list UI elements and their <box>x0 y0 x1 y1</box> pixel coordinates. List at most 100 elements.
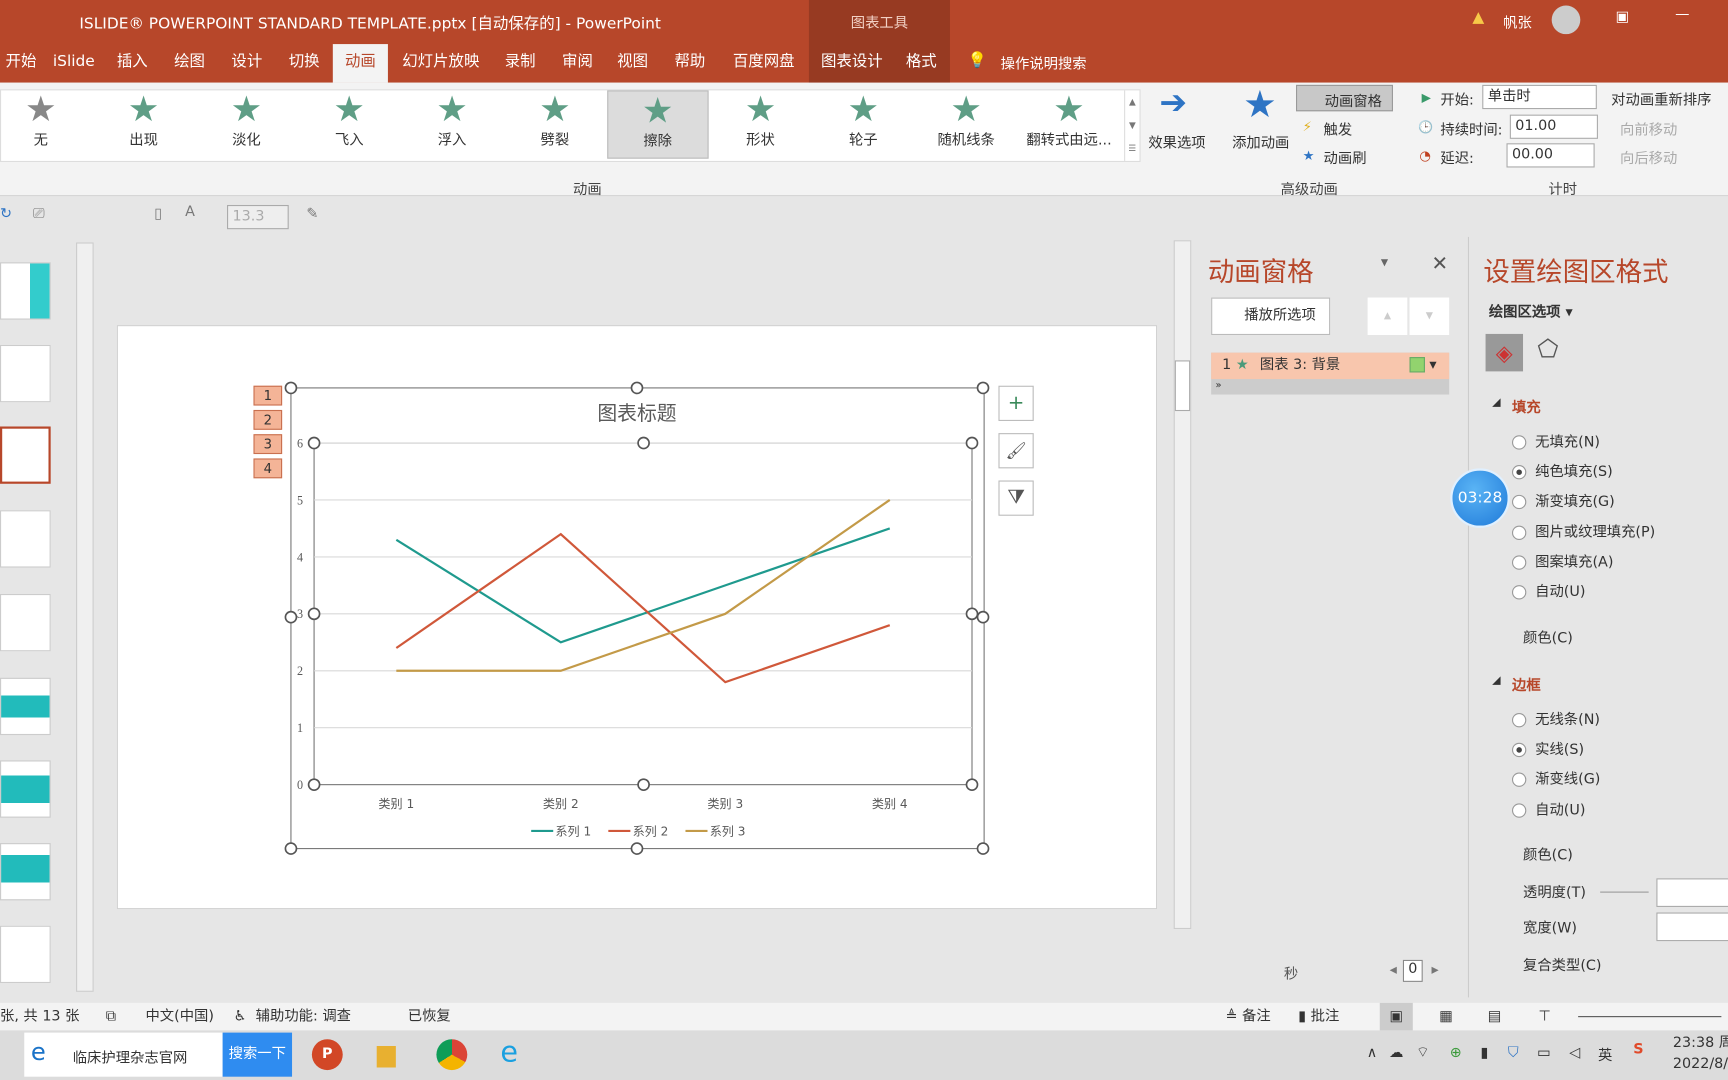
effects-tab-icon[interactable]: ⬠ <box>1537 336 1559 364</box>
animation-option[interactable]: ★ 擦除 <box>607 90 709 159</box>
cloud-icon[interactable]: ☁ <box>1389 1044 1404 1062</box>
options-dropdown[interactable]: 绘图区选项 ▾ <box>1488 304 1573 321</box>
powerpoint-icon[interactable]: P <box>311 1039 343 1071</box>
animation-pane-button[interactable]: 动画窗格 <box>1295 84 1393 112</box>
width-input[interactable] <box>1656 912 1728 942</box>
slide-thumb[interactable] <box>0 262 51 320</box>
animation-option[interactable]: ★ 劈裂 <box>504 90 605 158</box>
tab-2[interactable]: 插入 <box>116 52 148 71</box>
security-app-icon[interactable]: ⊕ <box>1449 1044 1462 1062</box>
radio-button[interactable] <box>1511 772 1527 788</box>
fill-line-tab-icon[interactable]: ◈ <box>1485 333 1524 372</box>
warning-icon[interactable]: ▲ <box>1472 8 1485 27</box>
sogou-icon[interactable]: S <box>1633 1041 1644 1058</box>
move-later-button[interactable]: 向后移动 <box>1619 150 1678 168</box>
tab-5[interactable]: 切换 <box>288 52 320 71</box>
slide-thumb-active[interactable] <box>0 426 51 484</box>
ribbon-display-icon[interactable]: ▣ <box>1615 8 1630 26</box>
chart-filter-icon[interactable]: ⧩ <box>998 480 1034 516</box>
tab-3[interactable]: 绘图 <box>174 52 205 71</box>
radio-button[interactable] <box>1511 555 1527 570</box>
trigger-button[interactable]: 触发 <box>1323 122 1353 139</box>
item-dropdown-icon[interactable]: ▾ <box>1429 357 1437 374</box>
eyedropper-icon[interactable]: ✎ <box>306 206 319 223</box>
slide-thumb[interactable] <box>0 925 51 984</box>
slide-thumb[interactable] <box>0 510 51 568</box>
user-name[interactable]: 帆张 <box>1503 15 1532 32</box>
comments-button[interactable]: ▮ 批注 <box>1298 1008 1340 1025</box>
search-button[interactable]: 搜索一下 <box>222 1032 293 1077</box>
timer-widget[interactable]: 03:28 <box>1450 468 1510 528</box>
tab-0[interactable]: 开始 <box>5 52 37 71</box>
radio-option[interactable]: 实线(S) <box>1511 741 1584 760</box>
animation-option[interactable]: ★ 飞入 <box>299 90 400 158</box>
zoom-slider[interactable] <box>1578 1016 1722 1018</box>
tab-8[interactable]: 录制 <box>504 52 536 71</box>
chart-elements-button[interactable]: + <box>998 385 1034 421</box>
spell-icon[interactable]: ⧉ <box>105 1008 117 1025</box>
radio-option[interactable]: 自动(U) <box>1511 583 1585 602</box>
slideshow-view-icon[interactable]: ⊤ <box>1538 1008 1551 1025</box>
animation-option[interactable]: ★ 无 <box>0 90 91 158</box>
clock-date[interactable]: 2022/8/ <box>1672 1055 1728 1073</box>
pane-options-icon[interactable]: ▾ <box>1380 254 1389 272</box>
radio-button[interactable] <box>1511 802 1527 818</box>
language[interactable]: 中文(中国) <box>145 1008 214 1025</box>
transparency-input[interactable] <box>1656 878 1728 907</box>
normal-view-icon[interactable]: ▣ <box>1379 1002 1413 1031</box>
notes-button[interactable]: ≜ 备注 <box>1225 1008 1271 1025</box>
tab-6[interactable]: 动画 <box>332 44 388 83</box>
tab-10[interactable]: 视图 <box>617 52 648 71</box>
ime-indicator[interactable]: 英 <box>1597 1048 1613 1065</box>
radio-option[interactable]: 渐变线(G) <box>1511 771 1600 790</box>
avatar[interactable] <box>1551 5 1581 35</box>
animation-tag[interactable]: 3 <box>253 434 283 455</box>
canvas-scrollbar[interactable] <box>1173 240 1192 930</box>
slide-thumb[interactable] <box>0 344 51 403</box>
fill-section[interactable]: 填充 <box>1511 400 1541 417</box>
battery-icon[interactable]: ▭ <box>1537 1044 1551 1062</box>
transparency-slider[interactable] <box>1600 891 1649 893</box>
show-hidden-icons[interactable]: ∧ <box>1366 1044 1378 1062</box>
animation-option[interactable]: ★ 淡化 <box>196 90 297 158</box>
reading-view-icon[interactable]: ▤ <box>1487 1008 1502 1025</box>
redo-icon[interactable]: ↻ <box>0 206 13 223</box>
animation-option[interactable]: ★ 出现 <box>93 90 194 158</box>
slide-thumb[interactable] <box>0 593 51 652</box>
radio-option[interactable]: 图片或纹理填充(P) <box>1511 523 1655 542</box>
font-size-input[interactable]: 13.3 <box>227 204 289 230</box>
expand-icon[interactable]: » <box>1215 380 1222 392</box>
radio-button[interactable] <box>1511 495 1527 510</box>
slide-thumb[interactable] <box>0 677 51 736</box>
tell-me-search[interactable]: 操作说明搜索 <box>1000 56 1087 73</box>
collapse-icon[interactable]: ◢ <box>1492 396 1501 409</box>
page-icon[interactable]: ▯ <box>154 206 163 223</box>
radio-button[interactable] <box>1511 525 1527 540</box>
thumbnail-scrollbar[interactable] <box>76 242 94 992</box>
radio-button[interactable] <box>1511 435 1527 450</box>
animation-option[interactable]: ★ 翻转式由远... <box>1018 90 1119 158</box>
animation-painter-button[interactable]: 动画刷 <box>1323 150 1367 168</box>
font-icon[interactable]: A <box>185 203 195 221</box>
tab-4[interactable]: 设计 <box>231 52 263 71</box>
effect-options-icon[interactable]: ➔ <box>1159 83 1188 123</box>
animation-option[interactable]: ★ 轮子 <box>813 90 914 158</box>
zoom-left-icon[interactable]: ◂ <box>1389 962 1397 979</box>
radio-button[interactable] <box>1511 585 1527 600</box>
animation-option[interactable]: ★ 形状 <box>710 90 811 158</box>
radio-button[interactable] <box>1511 713 1527 728</box>
radio-button[interactable] <box>1511 742 1527 758</box>
duration-input[interactable]: 01.00 <box>1509 114 1598 139</box>
radio-button[interactable] <box>1511 465 1527 480</box>
seconds-dropdown[interactable]: 秒 <box>1283 966 1299 984</box>
volume-icon[interactable]: ◁ <box>1569 1044 1581 1062</box>
move-down-button[interactable]: ▾ <box>1409 297 1450 336</box>
start-select[interactable]: 单击时 <box>1482 84 1597 110</box>
close-icon[interactable]: ✕ <box>1431 252 1449 276</box>
chart-styles-button[interactable]: 🖌 <box>998 433 1034 469</box>
border-section[interactable]: 边框 <box>1511 677 1541 695</box>
collapse-icon[interactable]: ◢ <box>1492 674 1501 687</box>
sorter-view-icon[interactable]: ▦ <box>1439 1008 1453 1025</box>
radio-option[interactable]: 图案填充(A) <box>1511 553 1613 572</box>
radio-option[interactable]: 自动(U) <box>1511 801 1585 820</box>
